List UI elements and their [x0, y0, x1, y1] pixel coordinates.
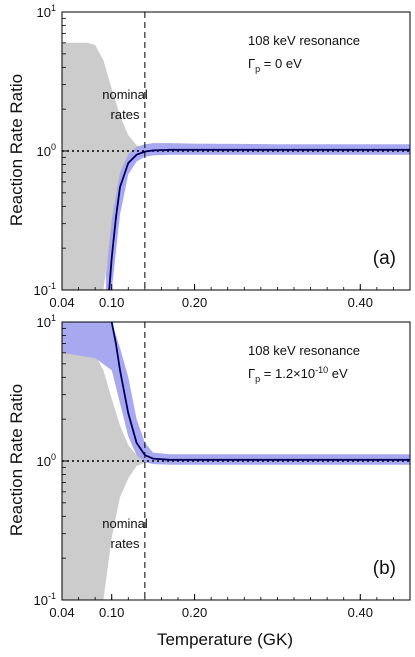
- annotation-width: Γp = 1.2×10-10 eV: [248, 365, 348, 384]
- annotation-width: Γp = 0 eV: [248, 56, 302, 74]
- y-tick-label: 100: [37, 452, 56, 469]
- uncertainty-band: [105, 143, 410, 290]
- annotation-part: -10: [315, 365, 328, 375]
- chart-panel-1: 101 100 1 0 -1 0.04 0.10 0.20 0.40 108 keV resona…: [34, 313, 411, 620]
- median-ratio-line: [108, 148, 410, 290]
- annotation-resonance: 108 keV resonance: [248, 343, 360, 358]
- annotation-part: eV: [328, 366, 348, 381]
- annotation-resonance: 108 keV resonance: [248, 33, 360, 48]
- y-tick-exponent: 1: [51, 3, 56, 13]
- panel-label: (b): [373, 558, 396, 579]
- x-tick-label: 0.10: [99, 295, 124, 310]
- y-tick-exponent: -1: [48, 281, 56, 291]
- y-tick-exponent: -1: [48, 591, 56, 601]
- y-tick-label: 101: [37, 3, 56, 20]
- y-tick-exponent: 1: [51, 313, 56, 323]
- median-ratio-line: [110, 322, 410, 461]
- y-tick-exponent: 0: [51, 142, 56, 152]
- annotation-part: p: [255, 374, 260, 384]
- x-tick-label: 0.20: [182, 605, 207, 620]
- annotation-part: = 0 eV: [260, 56, 302, 71]
- x-tick-label: 0.10: [99, 605, 124, 620]
- panel-label: (a): [373, 248, 396, 269]
- nominal-rates-label-line1: nominal: [102, 516, 148, 531]
- nominal-rates-label-line2: rates: [111, 107, 140, 122]
- y-axis-label-bottom: Reaction Rate Ratio: [7, 384, 26, 536]
- nominal-rates-label-line2: rates: [111, 536, 140, 551]
- x-axis-label: Temperature (GK): [157, 630, 293, 649]
- annotation-part: Γ: [248, 56, 255, 71]
- nominal-rates-band: [62, 352, 410, 600]
- x-tick-label: 0.40: [348, 605, 373, 620]
- annotation-part: p: [255, 64, 260, 74]
- y-tick-label: 101: [37, 313, 56, 330]
- plot-area: [62, 12, 410, 290]
- panels: 101 100 1 0 -1 0.04 0.10 0.20 0.40 108 keV resona…: [34, 3, 411, 620]
- plot-area: [62, 322, 410, 600]
- y-tick-label: 100: [37, 142, 56, 159]
- x-tick-label: 0.40: [348, 295, 373, 310]
- chart-panel-0: 101 100 1 0 -1 0.04 0.10 0.20 0.40 108 keV resona…: [34, 3, 411, 310]
- annotation-part: = 1.2×10: [260, 366, 315, 381]
- y-axis-label-top: Reaction Rate Ratio: [7, 74, 26, 226]
- x-tick-label: 0.04: [49, 295, 74, 310]
- nominal-rates-label-line1: nominal: [102, 87, 148, 102]
- x-tick-label: 0.20: [182, 295, 207, 310]
- y-tick-exponent: 0: [51, 452, 56, 462]
- uncertainty-band: [62, 322, 410, 465]
- x-tick-label: 0.04: [49, 605, 74, 620]
- nominal-rates-band: [62, 42, 410, 290]
- annotation-part: Γ: [248, 366, 255, 381]
